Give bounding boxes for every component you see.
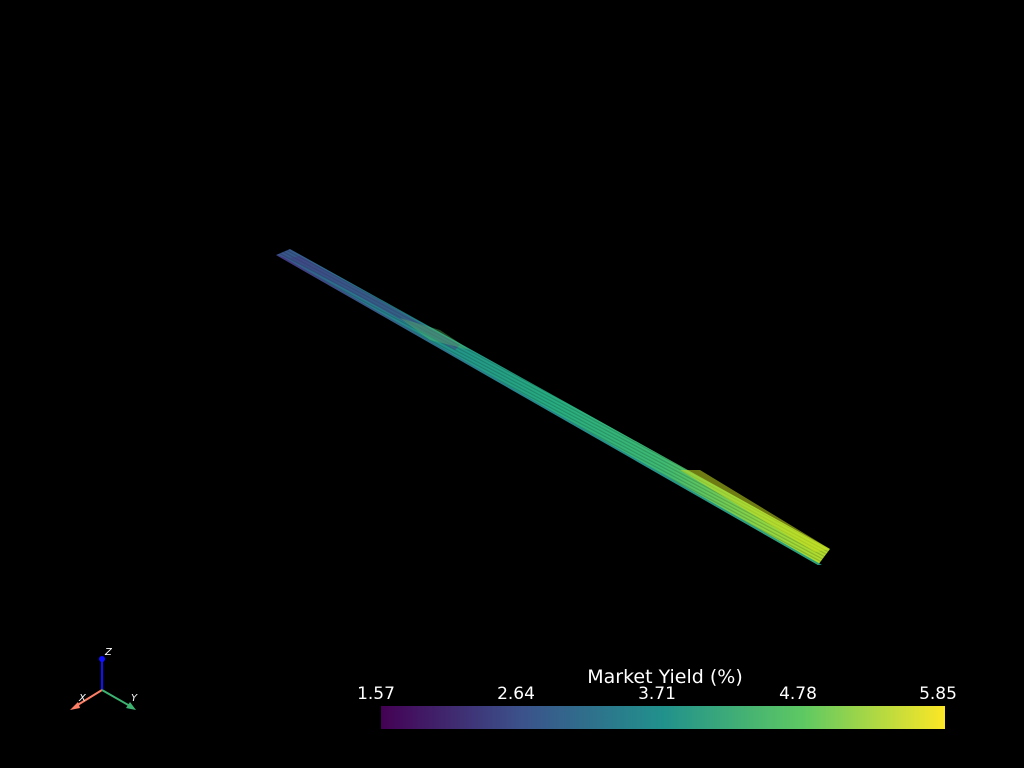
- y-axis-line: [101, 689, 131, 707]
- yield-surface-stripes: [276, 249, 830, 565]
- colorbar-tick-label: 2.64: [497, 684, 535, 704]
- colorbar-title: Market Yield (%): [587, 666, 743, 688]
- x-axis-tip-icon: [70, 702, 80, 710]
- colorbar-gradient: [381, 706, 945, 729]
- x-axis-label: X: [78, 693, 87, 704]
- z-axis-label: Z: [104, 647, 113, 658]
- colorbar-tick-label: 3.71: [638, 684, 676, 704]
- colorbar-tick-label: 5.85: [919, 684, 957, 704]
- z-axis-tip-icon: [99, 656, 105, 662]
- y-axis-label: Y: [131, 693, 138, 704]
- y-axis-tip-icon: [126, 702, 136, 710]
- yield-surface-highlight-mid: [400, 318, 470, 350]
- colorbar-tick-label: 1.57: [357, 684, 395, 704]
- yield-surface-edge: [276, 255, 822, 565]
- colorbar-tick-label: 4.78: [779, 684, 817, 704]
- orientation-axes-widget: Z X Y: [70, 647, 138, 710]
- yield-surface-low-band: [290, 256, 460, 350]
- x-axis-line: [75, 689, 103, 707]
- yield-surface-highlight: [680, 470, 830, 552]
